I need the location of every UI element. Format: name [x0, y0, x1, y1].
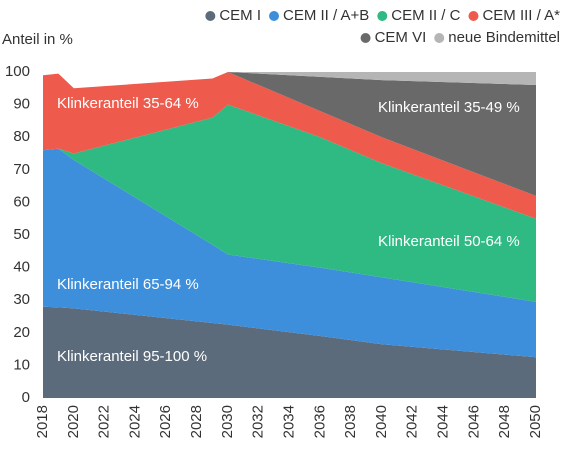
y-tick-label: 30 — [13, 291, 30, 308]
area — [43, 72, 536, 89]
y-tick-label: 70 — [13, 161, 30, 178]
y-tick-label: 80 — [13, 128, 30, 145]
legend-label: CEM I — [219, 7, 261, 24]
legend-label: neue Bindemittel — [448, 29, 560, 46]
annotation: Klinkeranteil 35-64 % — [57, 95, 199, 112]
annotation: Klinkeranteil 35-49 % — [378, 99, 520, 116]
x-tick-label: 2040 — [373, 405, 390, 438]
y-tick-label: 40 — [13, 259, 30, 276]
x-tick-label: 2046 — [465, 405, 482, 438]
legend-swatch — [360, 33, 371, 43]
y-tick-label: 50 — [13, 226, 30, 243]
x-tick-label: 2042 — [404, 405, 421, 438]
area — [43, 148, 536, 358]
x-tick-label: 2048 — [496, 405, 513, 438]
legend-swatch — [269, 11, 280, 21]
y-tick-label: 60 — [13, 193, 30, 210]
x-tick-label: 2020 — [65, 405, 82, 438]
legend-swatch — [205, 11, 216, 21]
x-tick-label: 2050 — [527, 405, 544, 438]
y-tick-label: 90 — [13, 96, 30, 113]
legend-label: CEM III / A* — [482, 7, 560, 24]
x-tick-label: 2028 — [188, 405, 205, 438]
x-tick-label: 2018 — [34, 405, 51, 438]
x-tick-label: 2024 — [126, 405, 143, 438]
area — [43, 72, 536, 196]
legend-label: CEM II / C — [391, 7, 460, 24]
y-tick-label: 10 — [13, 356, 30, 373]
area — [43, 306, 536, 398]
legend-label: CEM II / A+B — [283, 7, 369, 24]
annotation: Klinkeranteil 95-100 % — [57, 348, 207, 365]
x-tick-label: 2044 — [435, 405, 452, 438]
y-tick-label: 100 — [5, 63, 30, 80]
x-tick-label: 2026 — [157, 405, 174, 438]
annotation: Klinkeranteil 50-64 % — [378, 233, 520, 250]
x-tick-label: 2036 — [311, 405, 328, 438]
area — [43, 72, 536, 219]
legend-swatch — [468, 11, 479, 21]
y-tick-label: 0 — [22, 389, 30, 406]
x-tick-label: 2032 — [250, 405, 267, 438]
x-tick-label: 2022 — [96, 405, 113, 438]
y-axis-label: Anteil in % — [2, 31, 73, 48]
x-tick-label: 2034 — [280, 405, 297, 438]
area — [43, 104, 536, 302]
annotation: Klinkeranteil 65-94 % — [57, 276, 199, 293]
legend-label: CEM VI — [375, 29, 427, 46]
legend-swatch — [434, 33, 445, 43]
y-tick-label: 20 — [13, 324, 30, 341]
x-tick-label: 2038 — [342, 405, 359, 438]
x-tick-label: 2030 — [219, 405, 236, 438]
legend-swatch — [377, 11, 388, 21]
